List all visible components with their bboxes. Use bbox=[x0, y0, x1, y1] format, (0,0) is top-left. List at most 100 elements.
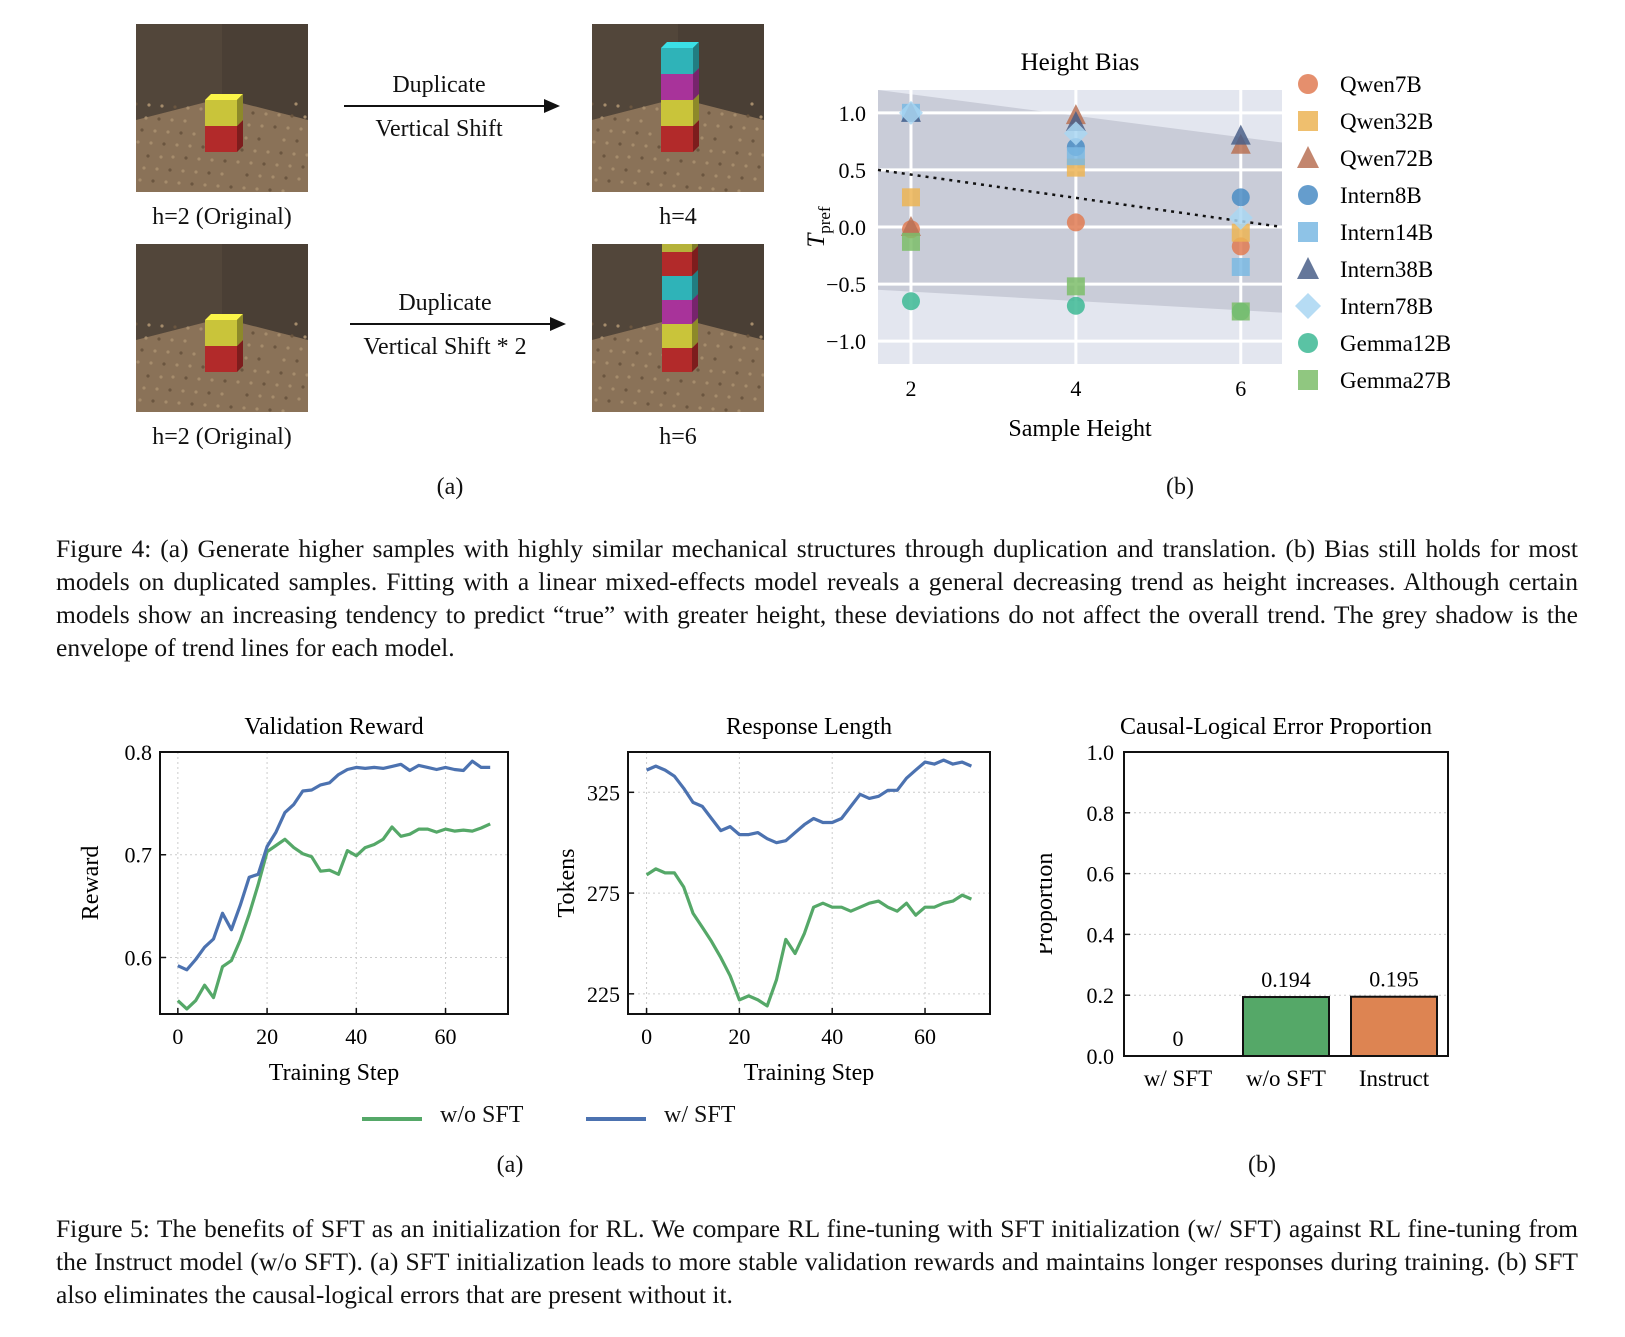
floor-texture bbox=[245, 393, 249, 397]
series-Intern78B bbox=[898, 100, 1253, 230]
floor-texture bbox=[724, 188, 728, 192]
floor-texture bbox=[607, 399, 611, 403]
block-front bbox=[662, 348, 692, 372]
x-tick-label: 2 bbox=[905, 376, 916, 401]
floor-texture bbox=[701, 173, 705, 177]
floor-texture bbox=[142, 386, 146, 390]
floor-texture bbox=[639, 339, 643, 343]
floor-texture bbox=[170, 338, 174, 342]
legend-marker bbox=[1297, 146, 1319, 168]
scene-label: h=2 (Original) bbox=[152, 204, 292, 230]
floor-texture bbox=[639, 119, 643, 123]
data-point bbox=[1066, 277, 1085, 296]
block-front bbox=[662, 276, 692, 300]
floor-texture bbox=[244, 356, 248, 360]
figure-5-caption: Figure 5: The benefits of SFT as an init… bbox=[56, 1214, 1578, 1309]
floor-texture bbox=[751, 359, 755, 363]
floor-texture bbox=[600, 336, 604, 340]
floor-texture bbox=[592, 360, 596, 364]
block-front bbox=[662, 300, 692, 324]
floor-texture bbox=[700, 136, 704, 140]
floor-texture bbox=[242, 186, 246, 190]
floor-texture bbox=[663, 171, 667, 175]
series-line-w/ SFT bbox=[177, 759, 491, 972]
block-side bbox=[692, 244, 698, 252]
floor-texture bbox=[247, 123, 251, 127]
floor-texture bbox=[157, 337, 161, 341]
trend-envelope bbox=[878, 90, 1282, 313]
floor-texture bbox=[705, 381, 709, 385]
legend-marker bbox=[1298, 111, 1318, 131]
floor-texture bbox=[637, 389, 641, 393]
floor-texture bbox=[142, 166, 146, 170]
floor-texture bbox=[733, 113, 737, 117]
floor-texture bbox=[738, 358, 742, 362]
block-front bbox=[661, 74, 693, 100]
chart-title: Validation Reward bbox=[244, 714, 423, 740]
block-top bbox=[205, 94, 243, 100]
floor-texture bbox=[279, 371, 283, 375]
floor-texture bbox=[144, 116, 148, 120]
floor-texture bbox=[626, 118, 630, 122]
floor-texture bbox=[714, 174, 718, 178]
block-side bbox=[693, 68, 699, 100]
floor-texture bbox=[698, 406, 702, 410]
floor-texture bbox=[282, 138, 286, 142]
floor-texture bbox=[753, 397, 757, 401]
floor-texture bbox=[738, 138, 742, 142]
floor-texture bbox=[592, 322, 594, 326]
plot-frame bbox=[159, 751, 509, 1015]
floor-texture bbox=[271, 395, 275, 399]
floor-texture bbox=[646, 182, 650, 186]
floor-texture bbox=[171, 375, 175, 379]
floor-texture bbox=[220, 172, 224, 176]
floor-texture bbox=[707, 111, 711, 115]
floor-texture bbox=[746, 114, 750, 118]
floor-texture bbox=[288, 164, 292, 168]
floor-texture bbox=[740, 176, 744, 180]
floor-texture bbox=[258, 174, 262, 178]
floor-texture bbox=[616, 324, 620, 328]
figure-4-caption: Figure 4: (a) Generate higher samples wi… bbox=[56, 534, 1578, 662]
floor-texture bbox=[151, 399, 155, 403]
floor-texture bbox=[759, 115, 763, 119]
floor-texture bbox=[299, 127, 303, 131]
floor-texture bbox=[136, 102, 138, 106]
floor-texture bbox=[727, 175, 731, 179]
floor-texture bbox=[244, 136, 248, 140]
scene-label: h=6 bbox=[659, 424, 697, 450]
floor-texture bbox=[157, 117, 161, 121]
floor-texture bbox=[297, 397, 301, 401]
y-tick-label: −0.5 bbox=[826, 272, 866, 297]
floor-texture bbox=[744, 164, 748, 168]
floor-texture bbox=[596, 128, 600, 132]
data-point bbox=[1231, 302, 1250, 321]
floor-texture bbox=[164, 180, 168, 184]
y-tick-label: 1.0 bbox=[839, 101, 867, 126]
data-point bbox=[1228, 205, 1253, 230]
floor-texture bbox=[292, 152, 296, 156]
floor-texture bbox=[192, 132, 196, 136]
floor-texture bbox=[147, 103, 151, 107]
floor-texture bbox=[733, 333, 737, 337]
floor-texture bbox=[249, 161, 253, 165]
x-tick-label: w/ SFT bbox=[1144, 1066, 1212, 1091]
block-side bbox=[692, 294, 698, 324]
floor-texture bbox=[140, 348, 144, 352]
floor-texture bbox=[282, 358, 286, 362]
floor-texture bbox=[751, 139, 755, 143]
bar-value-label: 0.194 bbox=[1261, 967, 1311, 992]
floor-texture bbox=[149, 141, 153, 145]
floor-texture bbox=[136, 140, 140, 144]
data-point bbox=[898, 100, 923, 125]
floor-texture bbox=[275, 383, 279, 387]
floor-texture bbox=[177, 401, 181, 405]
floor-texture bbox=[216, 184, 220, 188]
floor-texture bbox=[299, 347, 303, 351]
floor-texture bbox=[146, 154, 150, 158]
floor-texture bbox=[729, 345, 733, 349]
floor-texture bbox=[757, 385, 761, 389]
floor-texture bbox=[727, 395, 731, 399]
floor-texture bbox=[594, 178, 598, 182]
floor-texture bbox=[640, 156, 644, 160]
